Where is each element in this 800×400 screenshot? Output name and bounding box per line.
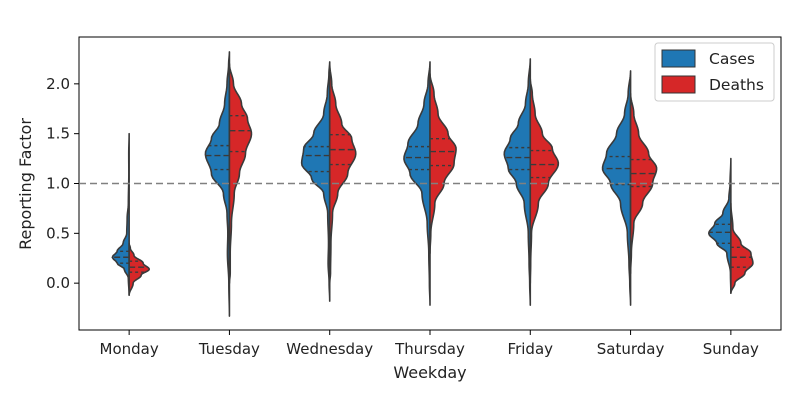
- legend-swatch-cases: [661, 49, 696, 68]
- x-tick-label-sunday: Sunday: [703, 340, 759, 358]
- violin-cases-friday: [503, 58, 532, 306]
- violin-deaths-tuesday: [228, 63, 253, 284]
- violin-deaths-sunday: [730, 202, 754, 294]
- x-tick-label-wednesday: Wednesday: [286, 340, 373, 358]
- violin-cases-sunday: [707, 157, 732, 294]
- x-tick-label-monday: Monday: [100, 340, 159, 358]
- y-tick-label-3: 1.5: [46, 125, 70, 143]
- y-tick-label-0: 0.0: [46, 274, 70, 292]
- x-axis-label: Weekday: [393, 363, 466, 382]
- violin-deaths-friday: [529, 78, 560, 284]
- violin-deaths-wednesday: [328, 63, 357, 284]
- violin-deaths-monday: [128, 242, 150, 296]
- x-axis-ticks: Monday Tuesday Wednesday Thursday Friday Satu…: [100, 330, 759, 358]
- violin-cases-wednesday: [300, 61, 331, 302]
- violin-cases-monday: [111, 132, 130, 296]
- y-tick-label-2: 1.0: [46, 175, 70, 193]
- violin-cases-saturday: [601, 70, 632, 306]
- x-tick-label-thursday: Thursday: [394, 340, 465, 358]
- y-tick-label-4: 2.0: [46, 75, 70, 93]
- legend-label-deaths: Deaths: [709, 76, 764, 94]
- legend: Cases Deaths: [654, 42, 775, 102]
- violin-cases-tuesday: [204, 51, 231, 317]
- legend-label-cases: Cases: [709, 50, 755, 68]
- x-tick-label-saturday: Saturday: [597, 340, 665, 358]
- x-tick-label-tuesday: Tuesday: [198, 340, 260, 358]
- y-axis-ticks: 0.0 0.5 1.0 1.5 2.0: [46, 75, 79, 292]
- x-tick-label-friday: Friday: [508, 340, 554, 358]
- violin-cases-thursday: [403, 61, 431, 306]
- y-tick-label-1: 0.5: [46, 224, 70, 242]
- y-axis-label: Reporting Factor: [16, 118, 35, 250]
- violin-deaths-thursday: [429, 73, 457, 255]
- violins-layer: [111, 51, 754, 317]
- legend-swatch-deaths: [661, 75, 696, 94]
